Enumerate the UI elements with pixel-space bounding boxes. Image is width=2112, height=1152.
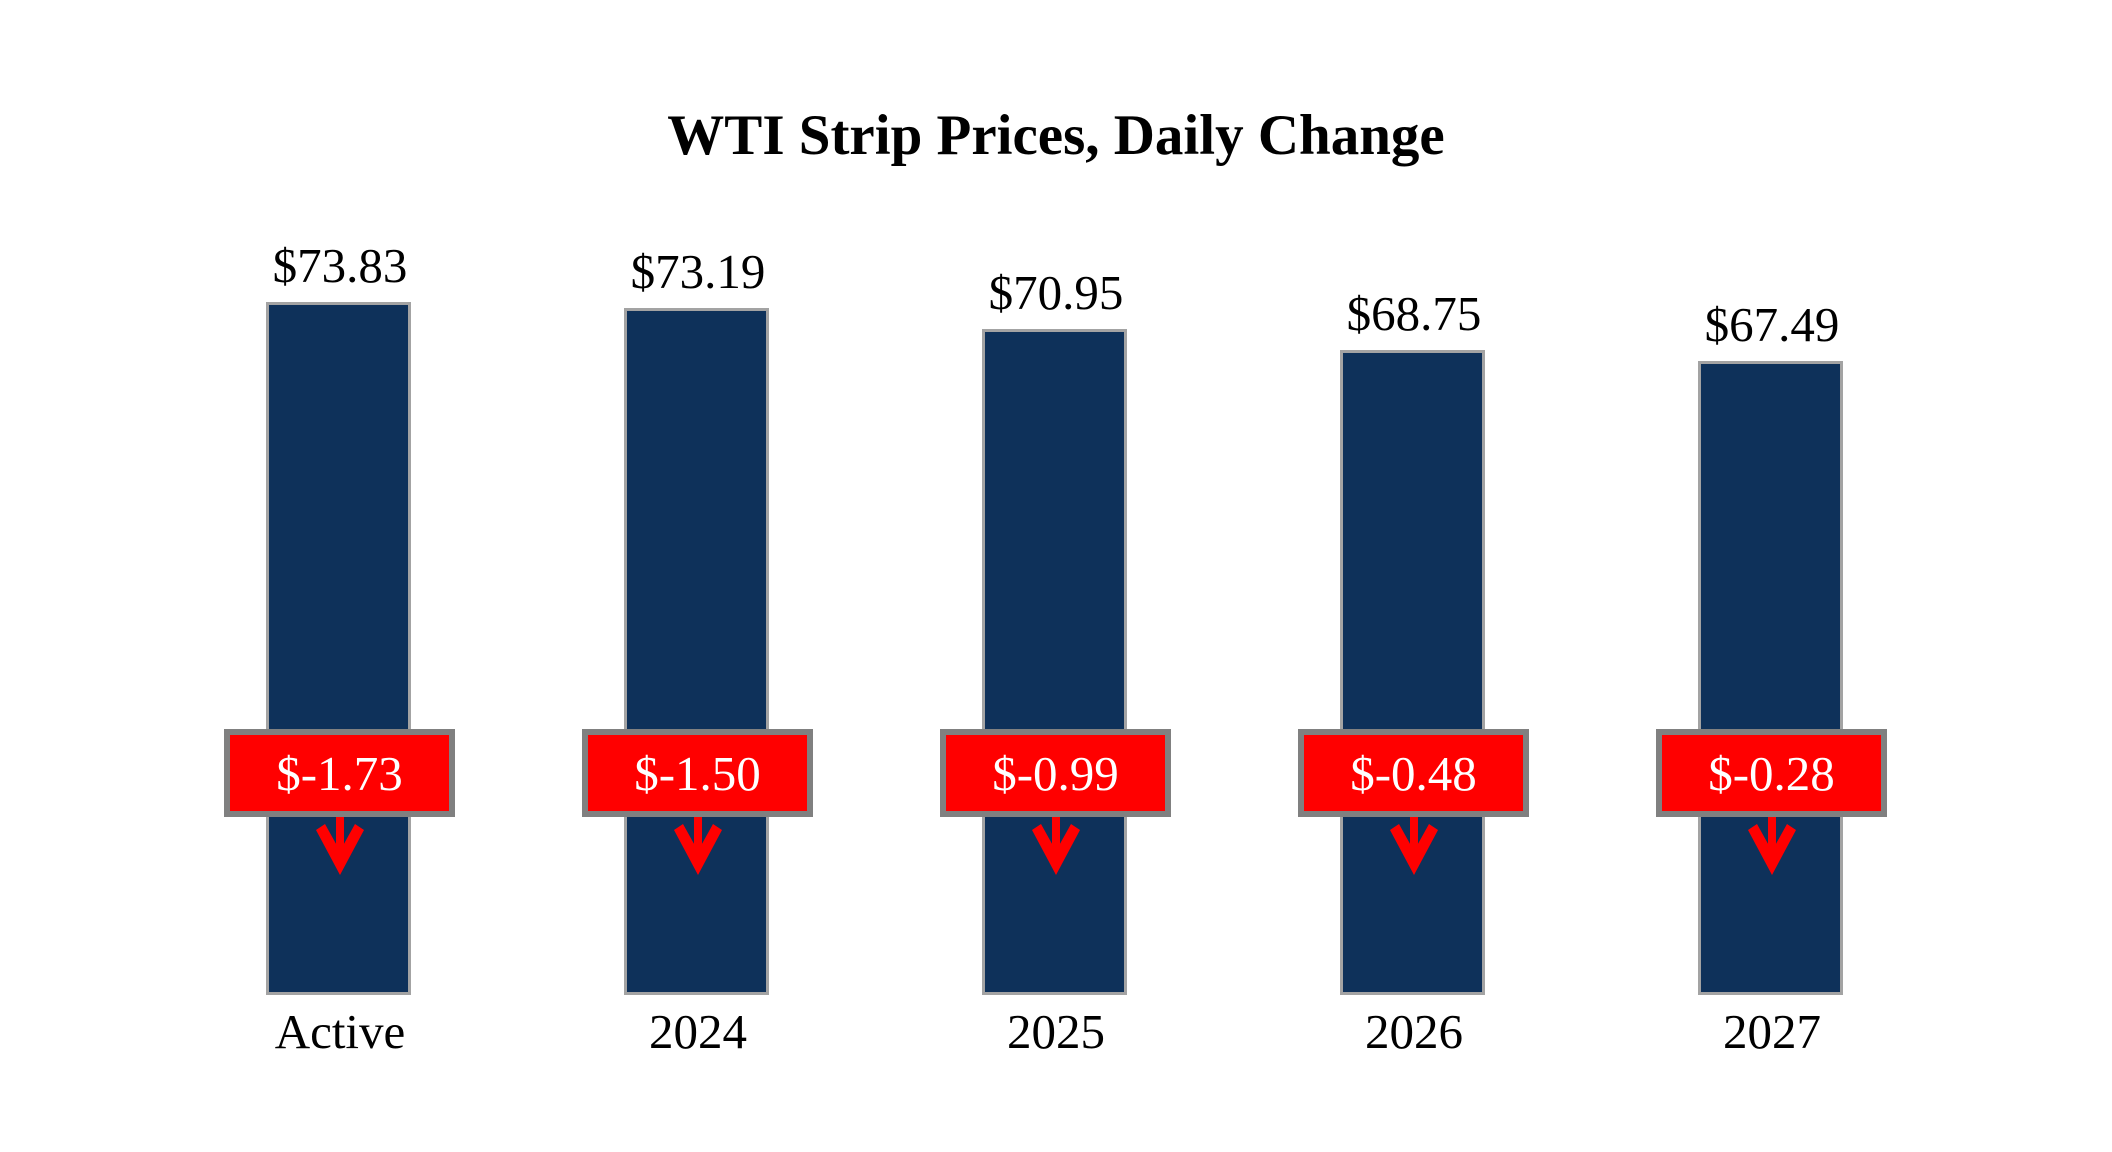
bar-value-label: $73.19: [630, 244, 766, 299]
bar-value-label: $70.95: [988, 265, 1124, 320]
change-box: $-0.99: [940, 729, 1171, 817]
bar: [1698, 361, 1843, 995]
change-value-label: $-1.50: [634, 745, 761, 801]
category-label: 2025: [1007, 1004, 1105, 1059]
category-label: Active: [274, 1004, 406, 1059]
change-value-label: $-1.73: [276, 745, 403, 801]
bar-value-label: $68.75: [1346, 286, 1482, 341]
change-box: $-1.50: [582, 729, 813, 817]
down-arrow-icon: [674, 817, 722, 875]
category-label: 2027: [1723, 1004, 1821, 1059]
down-arrow-icon: [1748, 817, 1796, 875]
category-label: 2026: [1365, 1004, 1463, 1059]
change-box: $-0.28: [1656, 729, 1887, 817]
down-arrow-icon: [1390, 817, 1438, 875]
bar: [266, 302, 411, 995]
category-label: 2024: [649, 1004, 747, 1059]
down-arrow-icon: [1032, 817, 1080, 875]
bar-value-label: $73.83: [272, 238, 408, 293]
change-value-label: $-0.99: [992, 745, 1119, 801]
bar-group: $70.95 $-0.99 2025: [906, 0, 1206, 1152]
bar-group: $68.75 $-0.48 2026: [1264, 0, 1564, 1152]
change-box: $-1.73: [224, 729, 455, 817]
down-arrow-icon: [316, 817, 364, 875]
bar-value-label: $67.49: [1704, 297, 1840, 352]
bar-group: $73.19 $-1.50 2024: [548, 0, 848, 1152]
bar-group: $73.83 $-1.73 Active: [190, 0, 490, 1152]
chart-title: WTI Strip Prices, Daily Change: [667, 104, 1445, 167]
change-box: $-0.48: [1298, 729, 1529, 817]
bar-group: $67.49 $-0.28 2027: [1622, 0, 1922, 1152]
change-value-label: $-0.48: [1350, 745, 1477, 801]
bar: [1340, 350, 1485, 995]
bar: [982, 329, 1127, 995]
bar: [624, 308, 769, 995]
change-value-label: $-0.28: [1708, 745, 1835, 801]
